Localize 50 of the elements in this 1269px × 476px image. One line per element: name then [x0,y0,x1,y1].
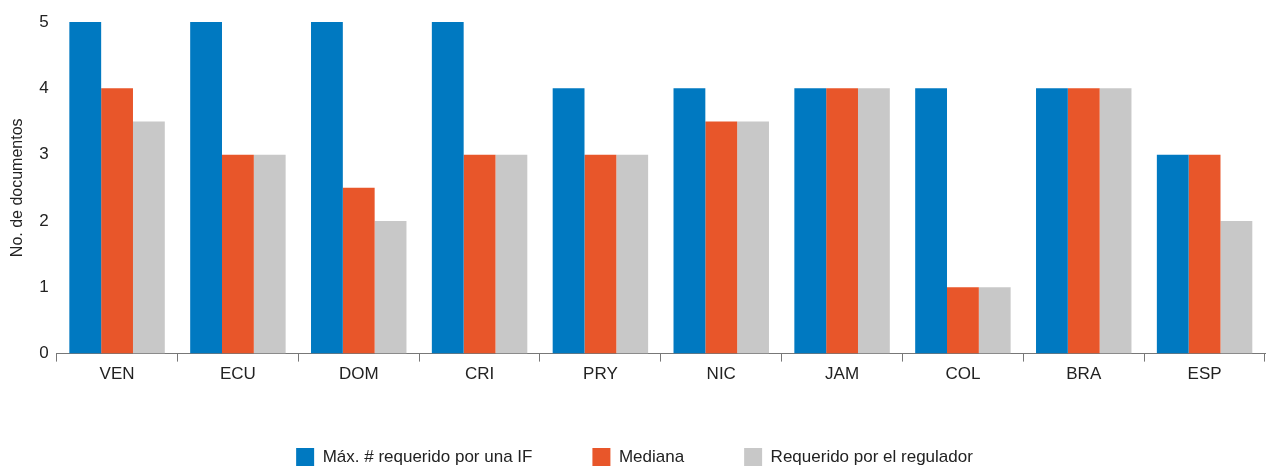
bar [794,88,827,354]
bar [132,121,165,354]
bar [552,88,585,354]
legend-label: Máx. # requerido por una IF [322,446,533,466]
bar [1067,88,1100,354]
x-tick-label: DOM [338,364,379,384]
bar [342,187,375,354]
x-tick-label: ECU [219,364,256,384]
bar [857,88,890,354]
bar [190,22,222,354]
bar [673,88,706,354]
x-tick-label: NIC [706,364,736,384]
bar [69,22,102,354]
bar [431,22,464,354]
bar [705,121,738,354]
bar [947,287,979,354]
x-tick-label: CRI [464,364,495,384]
bar [463,154,496,354]
bar [374,220,407,354]
y-tick-label: 5 [39,11,49,31]
bar [222,154,254,354]
y-tick-label: 4 [39,78,49,98]
bar [253,154,286,354]
x-tick-label: JAM [825,364,860,384]
y-axis-title: No. de documentos [8,118,26,258]
y-tick-label: 1 [39,276,49,296]
bar [915,88,947,354]
legend-label: Requerido por el regulador [770,446,974,466]
bar [1220,220,1253,354]
bar [826,88,858,354]
bar [311,22,343,354]
x-tick-label: PRY [583,364,618,384]
x-tick-label: ESP [1187,364,1222,384]
bar [1099,88,1132,354]
bar [978,287,1011,354]
x-tick-label: COL [945,364,981,384]
y-tick-label: 3 [39,144,49,164]
legend-label: Mediana [618,446,685,466]
bar [101,88,133,354]
y-tick-label: 0 [39,343,49,363]
x-tick-label: BRA [1066,364,1102,384]
bar [1036,88,1068,354]
bar [616,154,649,354]
bar [584,154,617,354]
bar [1188,154,1221,354]
bar [1156,154,1189,354]
bar [737,121,769,354]
x-tick-label: VEN [99,364,135,384]
bar [495,154,528,354]
y-tick-label: 2 [39,210,49,230]
